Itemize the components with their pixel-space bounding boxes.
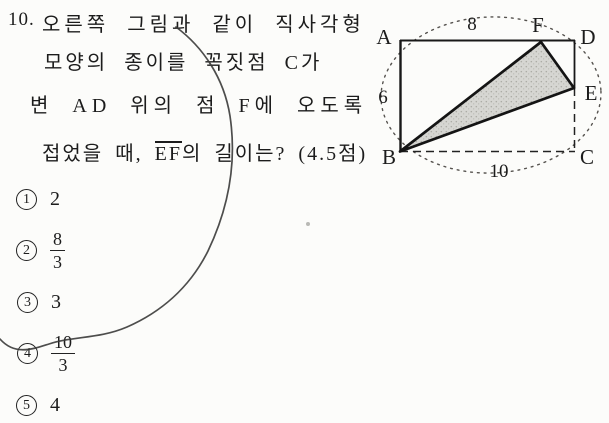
choice-4-numerator: 10 [51, 332, 75, 355]
choice-4-denominator: 3 [58, 355, 68, 376]
choice-4-value: 10 3 [51, 332, 75, 375]
question-line-4-prefix: 접었을 때, [42, 143, 155, 165]
question-line-4: 접었을 때, EF의 길이는? (4.5점) [42, 137, 367, 166]
choice-3-marker: 3 [17, 292, 38, 313]
choice-5-marker: 5 [16, 395, 37, 416]
choice-4-marker: 4 [17, 343, 38, 365]
choice-4: 4 10 3 [17, 332, 75, 375]
question-line-1: 오른쪽 그림과 같이 직사각형 [42, 14, 365, 36]
choice-2: 2 8 3 [16, 229, 65, 272]
question-number: 10. [8, 9, 35, 30]
choice-1-value: 2 [50, 188, 60, 210]
label-dim-bottom-10: 10 [490, 161, 509, 182]
choice-1-marker: 1 [16, 189, 37, 210]
label-dim-top-8: 8 [467, 14, 477, 35]
choice-3: 3 3 [17, 291, 61, 314]
choice-2-numerator: 8 [50, 229, 65, 252]
label-vertex-A: A [376, 25, 392, 49]
question-line-4-suffix: 의 길이는? (4.5점) [181, 143, 368, 165]
scan-speck [306, 222, 310, 226]
label-vertex-C: C [580, 145, 594, 169]
label-vertex-F: F [532, 13, 544, 37]
label-dim-left-6: 6 [378, 87, 388, 108]
choice-5: 5 4 [16, 394, 60, 417]
segment-ef-overline: EF [154, 141, 182, 165]
choice-2-denominator: 3 [53, 252, 62, 273]
choice-5-value: 4 [50, 394, 60, 416]
label-vertex-B: B [382, 145, 396, 169]
rectangle-fold-diagram: A D F E B C 8 6 10 [376, 13, 602, 182]
choice-3-value: 3 [51, 291, 61, 313]
choice-2-marker: 2 [16, 240, 37, 262]
question-line-3: 변 AD 위의 점 F에 오도록 [30, 95, 368, 117]
choice-1: 1 2 [16, 188, 60, 211]
folded-triangle-BFE [398, 40, 576, 153]
label-vertex-E: E [585, 81, 598, 105]
choice-2-value: 8 3 [50, 229, 65, 272]
question-line-2: 모양의 종이를 꼭짓점 C가 [44, 52, 323, 74]
dotted-oval-annotation [380, 16, 602, 174]
label-vertex-D: D [580, 25, 595, 49]
